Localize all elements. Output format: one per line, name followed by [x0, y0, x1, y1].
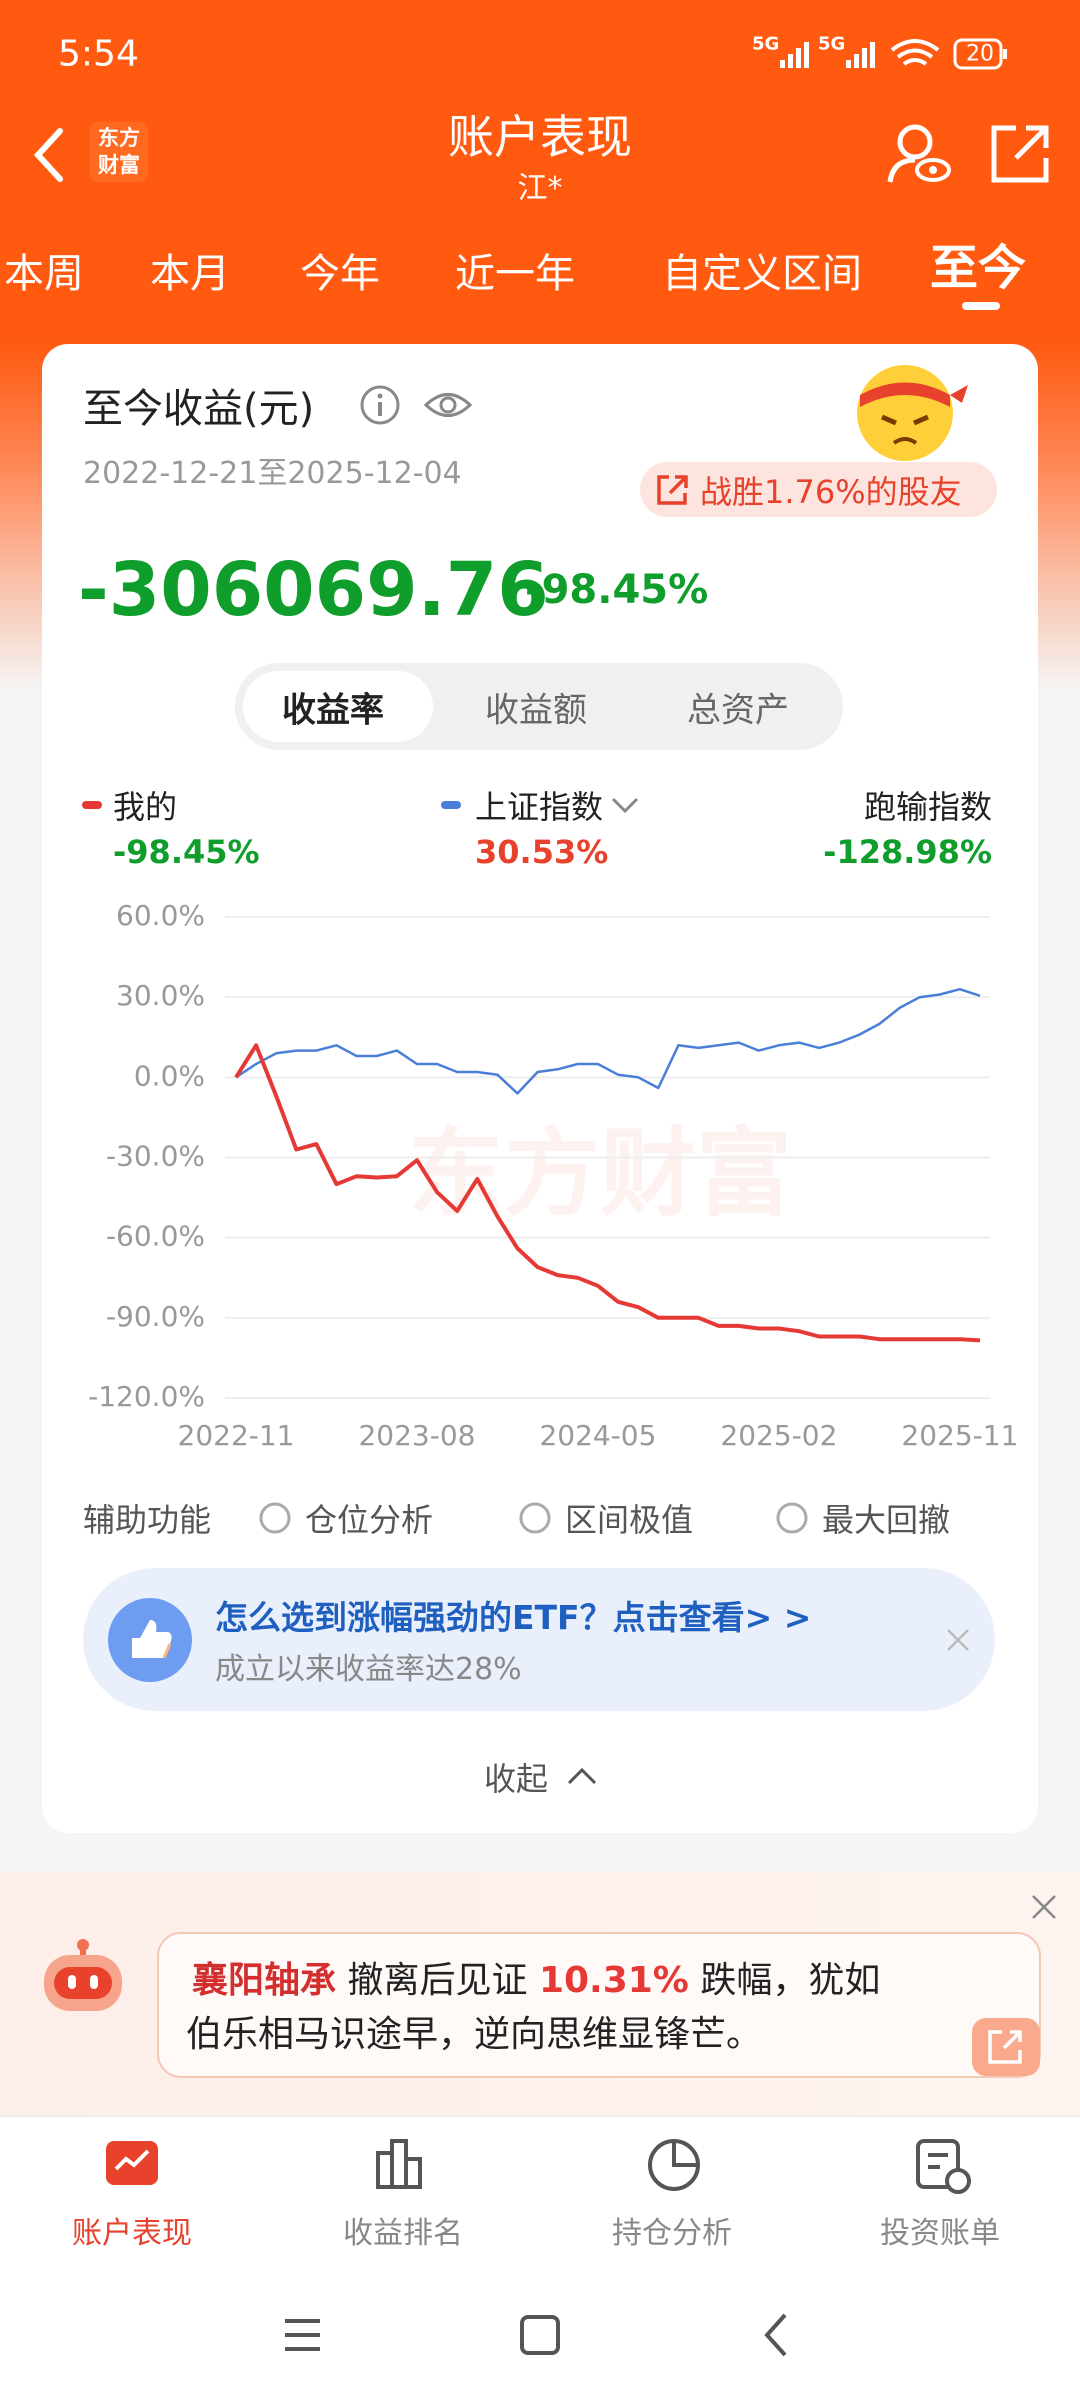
nav-item-active[interactable]: 账户表现 [72, 2216, 192, 2251]
system-nav[interactable] [0, 2305, 1080, 2365]
tab[interactable]: 自定义区间 [662, 251, 862, 297]
y-tick-label: 60.0% [116, 899, 205, 932]
tab[interactable]: 今年 [300, 251, 380, 297]
promo-subtitle: 成立以来收益率达28% [215, 1652, 522, 1687]
legend-value: -98.45% [113, 833, 260, 871]
total-return: -98.45% [525, 567, 709, 613]
nav-item[interactable]: 投资账单 [880, 2216, 1000, 2251]
chart: 东方财富 60.0% 30.0% 0.0% -30.0% -60.0% -90.0% -12… [88, 899, 1018, 1452]
account-view-button[interactable] [885, 120, 955, 190]
ai-share[interactable] [972, 2018, 1040, 2076]
x-tick-label: 2025-02 [720, 1419, 837, 1452]
y-tick-label: 0.0% [134, 1059, 205, 1092]
badge-text: 战胜1.76%的股友 [700, 473, 962, 511]
page-subtitle: 江* [517, 171, 563, 206]
tool-option[interactable]: 最大回撤 [822, 1501, 951, 1539]
network: 5G [818, 33, 846, 55]
share-button[interactable] [988, 122, 1052, 186]
promo-banner[interactable] [83, 1568, 995, 1711]
y-tick-label: -90.0% [106, 1300, 205, 1333]
tab[interactable]: 本周 [4, 251, 84, 297]
segment[interactable]: 总资产 [687, 690, 789, 731]
tab-active[interactable]: 至今 [929, 240, 1027, 296]
badge [640, 462, 997, 517]
battery: 20 [966, 41, 994, 67]
x-tick-label: 2024-05 [539, 1419, 656, 1452]
legend-swatch [441, 801, 461, 809]
date-range: 2022-12-21至2025-12-04 [83, 456, 462, 491]
ai-robot [44, 1939, 122, 2011]
ai-bubble [157, 1932, 1041, 2078]
ai-text: 伯乐相马识途早，逆向思维显锋芒。 [186, 2014, 763, 2055]
x-tick-label: 2023-08 [358, 1419, 475, 1452]
logo-text: 东方 [98, 126, 140, 150]
legend-label: 我的 [113, 788, 178, 826]
dropdown-icon[interactable] [610, 795, 640, 815]
page-title: 账户表现 [448, 110, 632, 164]
nav-icons[interactable] [0, 2135, 1080, 2195]
info-icons[interactable] [358, 382, 498, 428]
legend-label[interactable]: 上证指数 [475, 788, 604, 826]
nav-item[interactable]: 收益排名 [343, 2216, 463, 2251]
promo-close[interactable] [945, 1627, 971, 1653]
ai-change: 10.31% [538, 1960, 689, 2001]
legend-value: -128.98% [823, 833, 992, 871]
legend-label: 跑输指数 [863, 788, 992, 826]
collapse-button[interactable]: 收起 [483, 1760, 549, 1798]
y-tick-label: -120.0% [88, 1380, 205, 1413]
radio-buttons[interactable] [255, 1500, 825, 1540]
mascot [857, 365, 968, 461]
network: 5G [752, 33, 780, 55]
card-title: 至今收益(元) [83, 386, 315, 432]
y-tick-label: 30.0% [116, 979, 205, 1012]
collapse-icon[interactable] [566, 1766, 598, 1786]
logo: 东方 财富 [90, 122, 148, 182]
watermark: 东方财富 [408, 1117, 792, 1229]
tab-indicator [962, 302, 1000, 310]
status-time: 5:54 [58, 33, 139, 75]
y-tick-label: -60.0% [106, 1220, 205, 1253]
back-button[interactable] [30, 125, 70, 185]
total-profit: -306069.76 [78, 547, 549, 633]
tab[interactable]: 本月 [150, 251, 230, 297]
segment[interactable]: 收益额 [485, 690, 587, 731]
tab[interactable]: 近一年 [455, 251, 575, 297]
segment[interactable]: 收益率 [282, 690, 384, 731]
ai-text-line: 襄阳轴承 撤离后见证 10.31% 跌幅，犹如 [192, 1951, 880, 2003]
tool-option[interactable]: 区间极值 [565, 1501, 694, 1539]
ai-text: 撤离后见证 [347, 1960, 528, 2001]
line-series [235, 987, 981, 1095]
badge-icon [657, 475, 688, 505]
ai-close[interactable] [1030, 1893, 1058, 1921]
tool-option[interactable]: 仓位分析 [305, 1501, 434, 1539]
status-icons [780, 38, 1007, 70]
x-tick-label: 2025-11 [901, 1419, 1018, 1452]
legend-swatch [82, 801, 102, 809]
x-tick-label: 2022-11 [178, 1419, 295, 1452]
legend-value: 30.53% [475, 833, 609, 871]
promo-icon [108, 1598, 192, 1682]
tools-label: 辅助功能 [83, 1501, 212, 1539]
line-series [234, 1043, 981, 1343]
ai-stock[interactable]: 襄阳轴承 [192, 1960, 337, 2001]
logo-text: 财富 [98, 153, 140, 177]
ai-text: 跌幅，犹如 [700, 1960, 881, 2001]
nav-item[interactable]: 持仓分析 [612, 2216, 732, 2251]
segment-active [243, 671, 433, 742]
y-tick-label: -30.0% [106, 1140, 205, 1173]
promo-title[interactable]: 怎么选到涨幅强劲的ETF？点击查看> > [215, 1598, 812, 1637]
